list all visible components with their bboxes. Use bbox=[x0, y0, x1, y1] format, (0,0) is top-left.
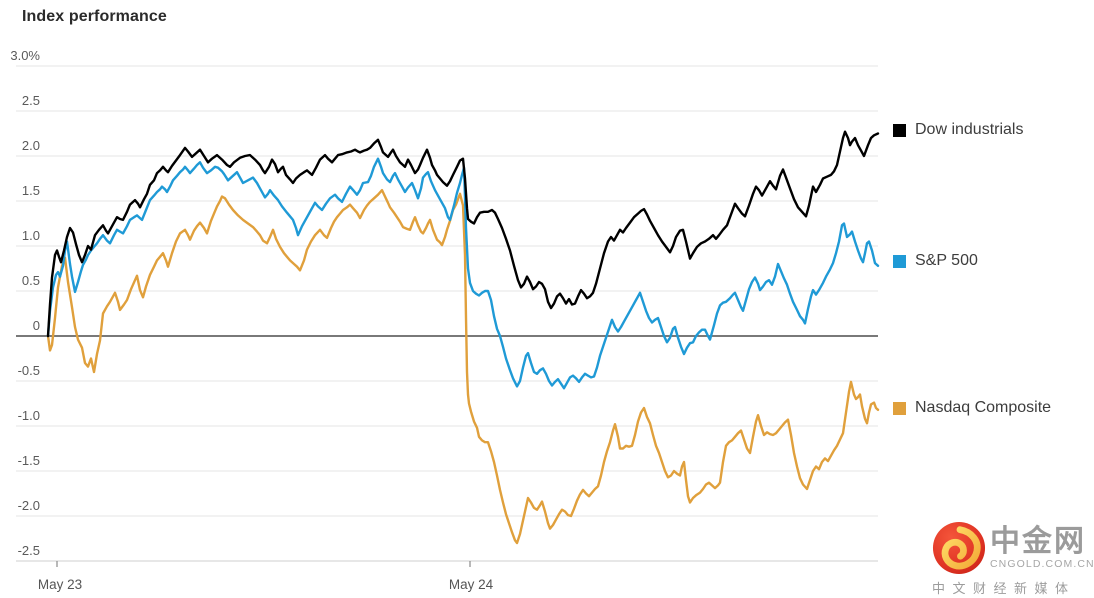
logo-domain-text: CNGOLD.COM.CN bbox=[990, 557, 1094, 570]
nasdaq-legend-swatch-icon bbox=[893, 401, 906, 415]
y-axis-label: 0.5 bbox=[22, 273, 40, 288]
logo-brand-text: 中金网 bbox=[990, 524, 1086, 558]
logo-top-row: 中金网 CNGOLD.COM.CN bbox=[932, 521, 1094, 575]
y-axis-label: -2.5 bbox=[18, 543, 40, 558]
legend-label-nasdaq: Nasdaq Composite bbox=[915, 399, 1052, 416]
series-line-s-p-500 bbox=[46, 157, 880, 390]
y-axis-label: -2.0 bbox=[18, 498, 40, 513]
legend-item-dow: Dow industrials bbox=[893, 121, 1023, 139]
dow-legend-swatch-icon bbox=[893, 123, 906, 137]
y-axis-label: 1.5 bbox=[22, 183, 40, 198]
chart-title: Index performance bbox=[22, 8, 167, 25]
legend-label-dow: Dow industrials bbox=[915, 121, 1024, 138]
legend-item-sp500: S&P 500 bbox=[893, 252, 978, 270]
y-axis-label: -1.5 bbox=[18, 453, 40, 468]
cngold-watermark-logo: 中金网 CNGOLD.COM.CN 中文财经新媒体 bbox=[932, 521, 1094, 597]
legend-label-sp500: S&P 500 bbox=[915, 252, 978, 269]
series-line-nasdaq-composite bbox=[46, 188, 880, 545]
y-axis-label: 3.0% bbox=[10, 48, 40, 63]
y-axis-label: 1.0 bbox=[22, 228, 40, 243]
cngold-swirl-icon bbox=[932, 521, 986, 575]
x-axis-label: May 23 bbox=[38, 577, 82, 592]
y-axis-label: 2.5 bbox=[22, 93, 40, 108]
y-axis-label: 2.0 bbox=[22, 138, 40, 153]
y-axis-label: -0.5 bbox=[18, 363, 40, 378]
y-axis-label: 0 bbox=[33, 318, 40, 333]
x-axis-label: May 24 bbox=[449, 577, 494, 592]
legend-item-nasdaq: Nasdaq Composite bbox=[893, 399, 1051, 417]
y-axis-label: -1.0 bbox=[18, 408, 40, 423]
logo-text-column: 中金网 CNGOLD.COM.CN bbox=[990, 524, 1094, 570]
logo-tagline-text: 中文财经新媒体 bbox=[932, 581, 1076, 596]
sp500-legend-swatch-icon bbox=[893, 254, 906, 268]
series-line-dow-industrials bbox=[46, 130, 880, 338]
